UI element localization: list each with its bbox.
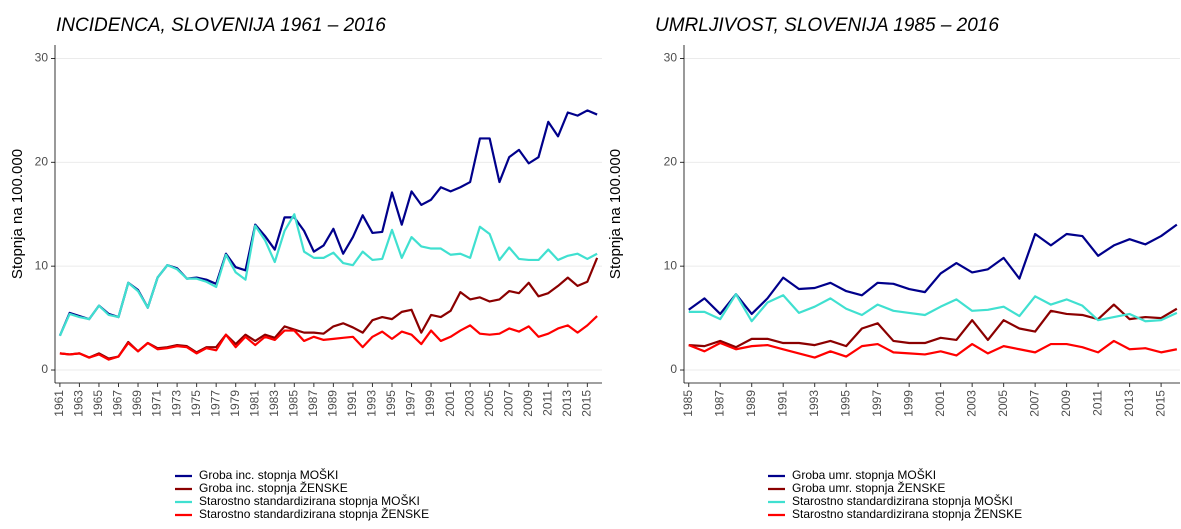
x-tick-label: 1987 [712, 390, 726, 417]
x-tick-label: 1983 [267, 390, 281, 417]
y-tick-label: 30 [664, 51, 678, 65]
legend-label: Groba umr. stopnja MOŠKI [792, 467, 936, 482]
x-tick-label: 2001 [933, 390, 947, 417]
legend-label: Starostno standardizirana stopnja ŽENSKE [199, 506, 429, 521]
x-tick-label: 2005 [482, 390, 496, 417]
x-tick-label: 1985 [681, 390, 695, 417]
y-tick-label: 0 [41, 362, 48, 376]
chart-title: INCIDENCA, SLOVENIJA 1961 – 2016 [56, 15, 386, 36]
series-line [59, 315, 598, 361]
x-tick-label: 2011 [1090, 390, 1104, 416]
x-tick-label: 2013 [560, 390, 574, 417]
y-tick-label: 10 [35, 258, 49, 272]
x-tick-label: 1999 [901, 390, 915, 417]
x-tick-label: 1995 [384, 390, 398, 417]
x-tick-label: 1999 [423, 390, 437, 417]
series-line [58, 213, 598, 337]
x-tick-label: 2015 [580, 390, 594, 417]
x-tick-label: 1989 [326, 390, 340, 417]
x-tick-label: 2007 [501, 390, 515, 417]
x-tick-label: 1991 [775, 390, 789, 417]
legend-label: Starostno standardizirana stopnja ŽENSKE [792, 506, 1022, 521]
x-tick-label: 2013 [1122, 390, 1136, 417]
x-tick-label: 1961 [52, 390, 66, 417]
x-tick-label: 1977 [208, 390, 222, 417]
y-tick-label: 30 [35, 51, 49, 65]
x-tick-label: 2011 [540, 390, 554, 416]
x-tick-label: 1975 [189, 390, 203, 417]
x-tick-label: 1973 [169, 390, 183, 417]
x-tick-label: 1987 [306, 390, 320, 417]
x-tick-label: 2015 [1153, 390, 1167, 417]
y-tick-label: 20 [35, 155, 49, 169]
x-tick-label: 1979 [228, 390, 242, 417]
x-tick-label: 1997 [404, 390, 418, 417]
x-tick-label: 1989 [744, 390, 758, 417]
y-tick-label: 20 [664, 155, 678, 169]
x-tick-label: 1993 [807, 390, 821, 417]
x-tick-label: 1965 [91, 390, 105, 417]
x-tick-label: 1993 [365, 390, 379, 417]
x-tick-label: 1969 [130, 390, 144, 417]
series-line [58, 109, 598, 337]
chart-title: UMRLJIVOST, SLOVENIJA 1985 – 2016 [655, 15, 999, 36]
series-line [688, 223, 1178, 316]
series-line [688, 339, 1178, 359]
legend-label: Starostno standardizirana stopnja MOŠKI [792, 493, 1013, 508]
legend-label: Groba umr. stopnja ŽENSKE [792, 480, 945, 495]
y-axis-label: Stopnja na 100.000 [607, 149, 624, 279]
series-line [59, 257, 599, 360]
x-tick-label: 2009 [521, 390, 535, 417]
legend-label: Groba inc. stopnja ŽENSKE [199, 480, 348, 495]
x-tick-label: 2003 [462, 390, 476, 417]
x-tick-label: 1963 [72, 390, 86, 417]
legend-label: Starostno standardizirana stopnja MOŠKI [199, 493, 420, 508]
x-tick-label: 2003 [964, 390, 978, 417]
x-tick-label: 1971 [150, 390, 164, 417]
series-line [688, 293, 1178, 323]
x-tick-label: 1991 [345, 390, 359, 417]
x-tick-label: 1967 [111, 390, 125, 417]
x-tick-label: 2007 [1027, 390, 1041, 417]
x-tick-label: 2005 [996, 390, 1010, 417]
x-tick-label: 1985 [286, 390, 300, 417]
x-tick-label: 1997 [870, 390, 884, 417]
y-tick-label: 0 [670, 362, 677, 376]
y-axis-label: Stopnja na 100.000 [9, 149, 26, 279]
x-tick-label: 1995 [838, 390, 852, 417]
legend-label: Groba inc. stopnja MOŠKI [199, 467, 338, 482]
x-tick-label: 2001 [443, 390, 457, 417]
x-tick-label: 1981 [247, 390, 261, 417]
y-tick-label: 10 [664, 258, 678, 272]
x-tick-label: 2009 [1059, 390, 1073, 417]
